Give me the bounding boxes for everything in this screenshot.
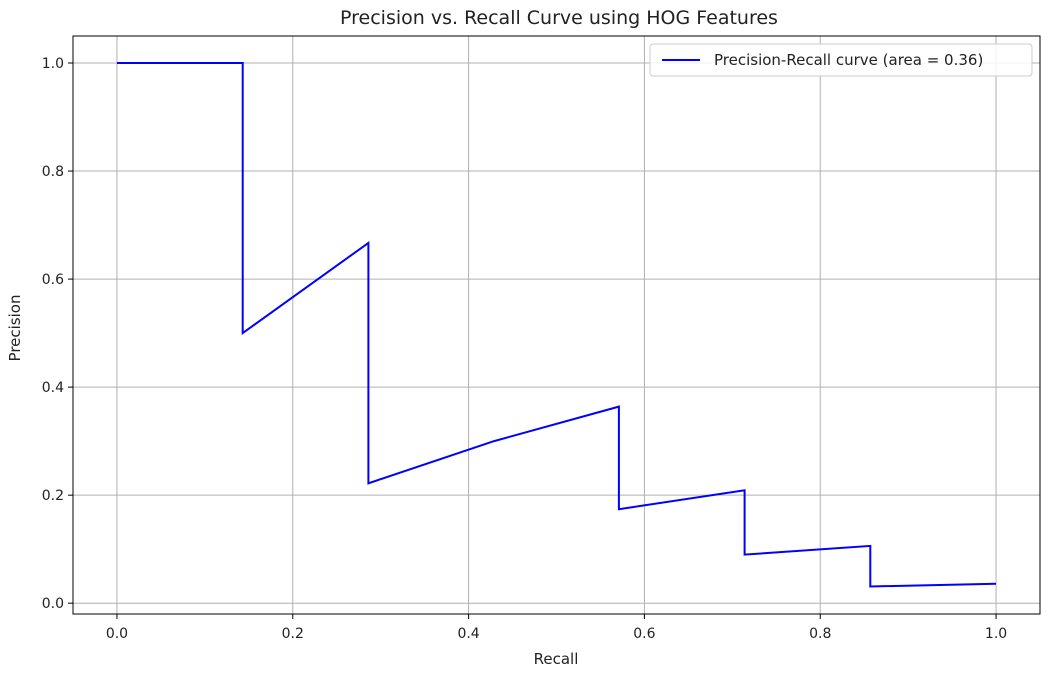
y-tick-label: 1.0 xyxy=(42,56,64,72)
x-tick-label: 0.8 xyxy=(809,626,831,642)
precision-recall-curve xyxy=(117,62,997,588)
legend-box xyxy=(649,43,1033,77)
y-tick-label: 0.4 xyxy=(42,380,64,396)
y-tick-label: 0.0 xyxy=(42,596,64,612)
x-tick-label: 0.0 xyxy=(106,626,128,642)
axis-ticks: 0.0 0.2 0.4 0.6 0.8 1.0 0.0 0.2 0.4 0.6 0.8 1.0 xyxy=(42,56,1007,642)
legend: Precision-Recall curve (area = 0.36) xyxy=(649,43,1033,77)
legend-entry: Precision-Recall curve (area = 0.36) xyxy=(714,51,983,69)
y-tick-label: 0.6 xyxy=(42,272,64,288)
x-tick-label: 0.2 xyxy=(282,626,304,642)
y-tick-label: 0.8 xyxy=(42,164,64,180)
x-tick-label: 0.4 xyxy=(457,626,479,642)
grid-lines xyxy=(73,36,1040,614)
y-axis-label: Precision xyxy=(6,295,24,362)
x-tick-label: 1.0 xyxy=(985,626,1007,642)
x-tick-label: 0.6 xyxy=(633,626,655,642)
series-layer xyxy=(117,62,997,588)
y-tick-label: 0.2 xyxy=(42,488,64,504)
chart-title: Precision vs. Recall Curve using HOG Fea… xyxy=(340,7,778,29)
x-axis-label: Recall xyxy=(534,650,579,668)
plot-frame xyxy=(72,35,1041,615)
